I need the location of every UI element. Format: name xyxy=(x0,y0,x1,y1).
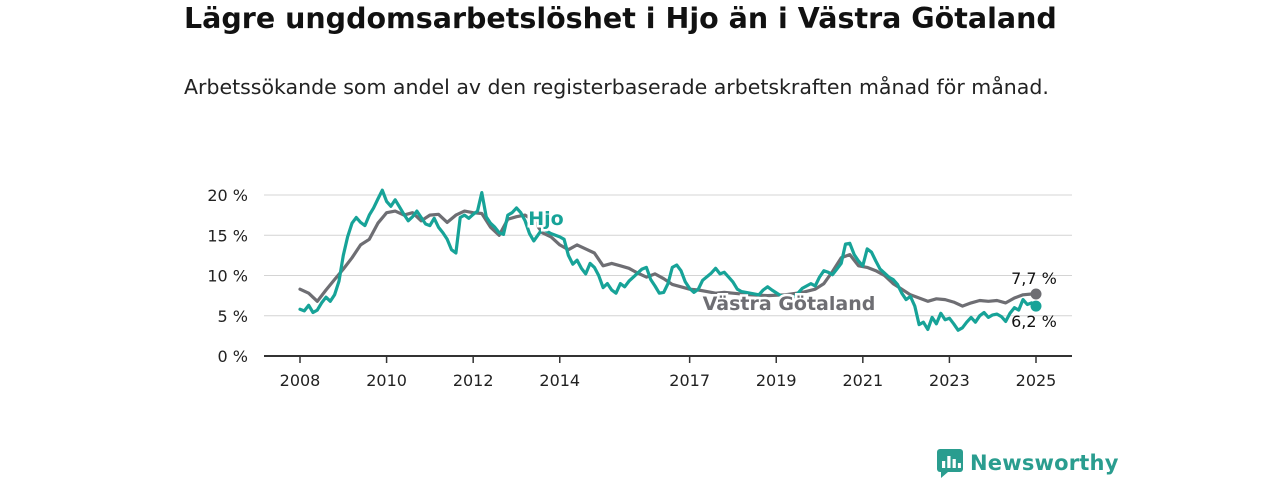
line-chart: 0 %5 %10 %15 %20 % 2008 2010 2012 2014 2017 2… xyxy=(207,186,1072,390)
x-tick-label: 2010 xyxy=(366,371,407,390)
x-tick-label: 2025 xyxy=(1016,371,1057,390)
end-label-hjo: 6,2 % xyxy=(1011,312,1057,331)
series-layer xyxy=(298,188,1038,332)
series-line-v-stra-g-taland xyxy=(298,209,1038,308)
x-axis-labels: 2008 2010 2012 2014 2017 2019 2021 2023 2025 xyxy=(280,371,1057,390)
x-tick-label: 2019 xyxy=(756,371,797,390)
series-label-hjo: Hjo xyxy=(528,208,563,230)
brand-name: Newsworthy xyxy=(970,451,1119,475)
annotations: 7,7 % 6,2 % Hjo Västra Götaland xyxy=(526,206,1057,332)
y-axis-labels: 0 % 5 % 10 % 15 % 20 % xyxy=(207,186,248,366)
newsworthy-logo-icon xyxy=(937,449,963,478)
chart-subtitle: Arbetssökande som andel av den registerb… xyxy=(184,75,1049,99)
x-tick-label: 2008 xyxy=(280,371,321,390)
x-tick-label: 2021 xyxy=(842,371,883,390)
grid-lines xyxy=(264,194,1072,317)
y-tick-label: 20 % xyxy=(207,186,248,205)
y-tick-label: 10 % xyxy=(207,267,248,286)
end-point-hjo xyxy=(1030,300,1042,312)
end-point-vastra-gotaland xyxy=(1030,288,1042,300)
end-label-vastra-gotaland: 7,7 % xyxy=(1011,269,1057,288)
series-line-hjo xyxy=(298,188,1038,332)
series-label-vastra-gotaland: Västra Götaland xyxy=(703,293,876,315)
y-tick-label: 5 % xyxy=(218,307,248,326)
x-tick-label: 2017 xyxy=(669,371,710,390)
y-tick-label: 0 % xyxy=(218,347,248,366)
brand: Newsworthy xyxy=(936,448,1119,478)
x-axis xyxy=(264,355,1072,363)
chart-title: Lägre ungdomsarbetslöshet i Hjo än i Väs… xyxy=(184,2,1057,35)
x-tick-label: 2012 xyxy=(453,371,494,390)
x-tick-label: 2014 xyxy=(539,371,580,390)
y-tick-label: 15 % xyxy=(207,226,248,245)
x-tick-label: 2023 xyxy=(929,371,970,390)
